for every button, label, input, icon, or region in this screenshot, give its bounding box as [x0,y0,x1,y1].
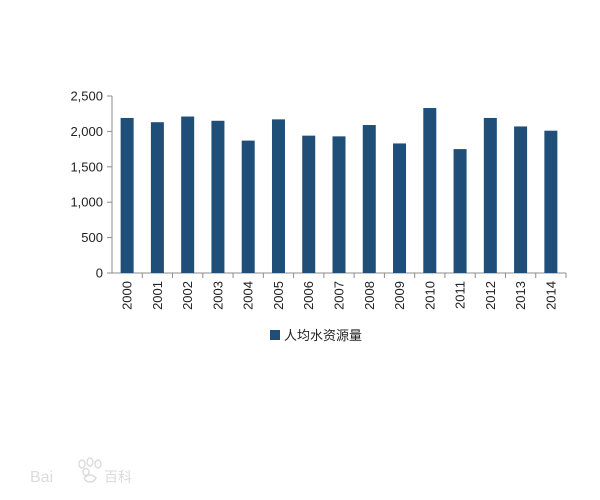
legend: 人均水资源量 [270,328,362,343]
x-tick-label-2014: 2014 [543,281,558,310]
baidu-watermark-logo: Bai 百科 [30,457,132,486]
bar-2003 [211,120,225,273]
bar-2005 [271,119,285,273]
y-tick-label: 2,500 [70,89,103,104]
bar-2013 [514,126,528,273]
svg-text:百科: 百科 [104,469,132,485]
y-tick-label: 500 [81,230,103,245]
bar-2014 [544,130,558,273]
x-tick-label-2005: 2005 [271,281,286,310]
bar-2002 [181,116,195,273]
legend-label: 人均水资源量 [284,328,362,343]
x-tick-label-2004: 2004 [241,281,256,310]
plot-area: 0 500 1,000 1,500 2,000 2,500 2000 2001 2002 2003… [70,89,567,310]
x-tick-label-2010: 2010 [422,281,437,310]
x-tick-label-2002: 2002 [180,281,195,310]
x-tick-label-2013: 2013 [513,281,528,310]
y-tick-label: 1,500 [70,159,103,174]
legend-swatch [270,330,280,340]
x-tick-label-2008: 2008 [362,281,377,310]
x-tick-label-2003: 2003 [210,281,225,310]
bar-2010 [423,108,437,273]
bar-2006 [302,135,316,273]
x-tick-label-2001: 2001 [150,281,165,310]
svg-text:Bai: Bai [30,469,53,486]
y-tick-label: 0 [96,266,103,281]
bar-2008 [362,125,376,273]
x-tick-label-2006: 2006 [301,281,316,310]
bar-2011 [453,149,467,273]
bar-2000 [120,117,134,273]
x-tick-label-2007: 2007 [332,281,347,310]
y-tick-label: 1,000 [70,195,103,210]
x-tick-label-2011: 2011 [453,281,468,309]
bar-2004 [241,140,255,273]
y-tick-label: 2,000 [70,124,103,139]
bar-2012 [483,117,497,273]
bar-2009 [393,143,407,273]
bar-2007 [332,136,346,273]
x-tick-label-2000: 2000 [120,281,135,310]
x-tick-label-2009: 2009 [392,281,407,310]
bar-2001 [150,122,164,273]
x-tick-label-2012: 2012 [483,281,498,310]
